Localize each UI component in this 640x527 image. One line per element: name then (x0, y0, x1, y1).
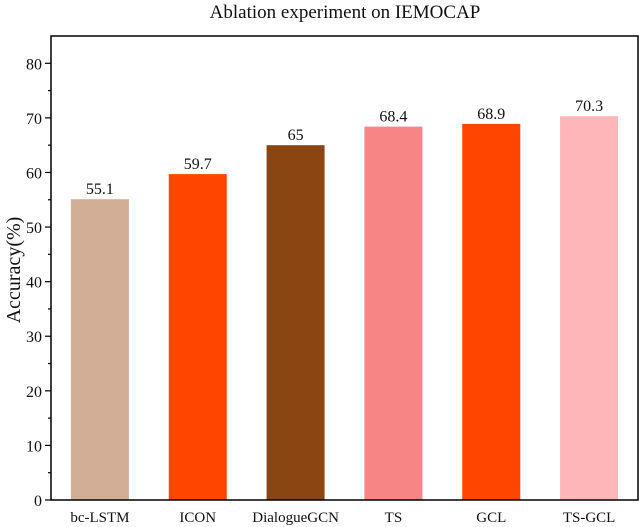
y-tick-label: 40 (26, 275, 42, 292)
data-label: 55.1 (86, 181, 114, 198)
y-tick-label: 60 (26, 165, 42, 182)
x-tick-label: bc-LSTM (70, 510, 129, 526)
bar-icon (168, 174, 227, 501)
bar-gcl (462, 123, 521, 501)
y-tick-label: 50 (26, 220, 42, 237)
data-label: 68.4 (379, 109, 407, 126)
y-axis-label: Accuracy(%) (3, 217, 25, 324)
y-tick-label: 80 (26, 56, 42, 73)
y-tick-label: 70 (26, 111, 42, 128)
x-tick-label: ICON (179, 510, 216, 526)
y-tick-label: 10 (26, 438, 42, 455)
y-tick-label: 0 (34, 493, 42, 510)
x-tick-label: TS (385, 510, 403, 526)
y-tick-label: 20 (26, 384, 42, 401)
bar-ts (364, 126, 423, 501)
chart-title: Ablation experiment on IEMOCAP (210, 2, 481, 23)
bar-ts-gcl (560, 116, 619, 501)
x-tick-label: DialogueGCN (252, 510, 339, 526)
y-tick-label: 30 (26, 329, 42, 346)
data-label: 59.7 (184, 156, 212, 173)
data-label: 70.3 (575, 98, 603, 115)
x-tick-label: GCL (476, 510, 506, 526)
bar-dialoguegcn (266, 145, 325, 501)
data-label: 68.9 (477, 106, 505, 123)
x-tick-label: TS-GCL (563, 510, 616, 526)
data-label: 65 (288, 127, 304, 144)
bar-bc-lstm (70, 199, 129, 501)
plot-frame (50, 35, 639, 501)
